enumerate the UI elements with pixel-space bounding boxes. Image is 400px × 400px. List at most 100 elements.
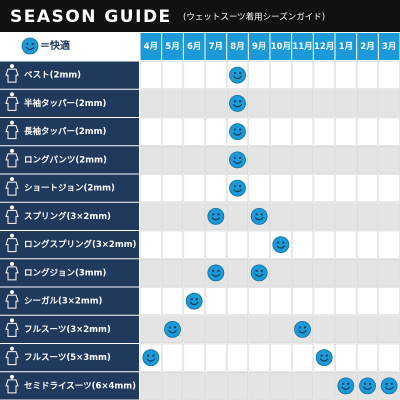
suit-head xyxy=(10,346,14,351)
month-cell xyxy=(270,202,292,231)
month-cell xyxy=(183,259,205,287)
comfort-icon xyxy=(164,320,181,338)
row-label-cell xyxy=(0,231,139,259)
face-circle xyxy=(229,123,246,141)
month-cell xyxy=(226,287,249,315)
face-smile xyxy=(211,273,221,277)
face-circle xyxy=(185,292,203,310)
month-cell xyxy=(183,117,205,146)
face-eye xyxy=(390,382,393,385)
face-smile xyxy=(189,301,199,306)
suit-icon xyxy=(5,374,19,394)
month-cell xyxy=(140,315,162,344)
row-label: フルスーツ(3×2mm) xyxy=(24,325,111,335)
face-eye xyxy=(255,213,258,216)
face-eye xyxy=(147,354,150,357)
suit-icon xyxy=(5,177,19,196)
comfort-icon xyxy=(250,264,268,282)
month-header: 2月 xyxy=(360,42,374,52)
suit-body xyxy=(5,322,19,337)
face-eye xyxy=(255,269,258,272)
month-cell xyxy=(226,315,249,344)
month-header-cell xyxy=(248,33,270,60)
month-cell xyxy=(270,343,292,372)
face-eye xyxy=(342,382,345,385)
face-eye xyxy=(217,213,220,216)
month-cell xyxy=(291,372,314,400)
face-eye xyxy=(347,382,350,385)
row-label: セミドライスーツ(6×4mm) xyxy=(24,381,136,391)
suit-body xyxy=(5,153,19,168)
face-circle xyxy=(229,94,246,112)
row-label-cell xyxy=(0,89,139,117)
face-smile xyxy=(233,103,242,108)
month-cell xyxy=(161,89,184,118)
month-header: 10月 xyxy=(271,42,291,52)
suit-icon xyxy=(5,64,19,83)
month-cell xyxy=(335,287,357,315)
face-circle xyxy=(229,66,246,84)
face-eye xyxy=(233,156,236,159)
face-eye xyxy=(298,326,301,329)
face-circle xyxy=(164,320,181,338)
month-cell xyxy=(356,89,379,118)
month-cell xyxy=(205,230,227,259)
face-eye xyxy=(239,100,242,103)
month-cell xyxy=(183,174,205,202)
suit-body xyxy=(5,96,19,111)
row-label-cell xyxy=(0,344,139,372)
face-eye xyxy=(233,100,236,103)
month-cell xyxy=(140,259,162,287)
month-cell xyxy=(226,372,249,400)
month-header: 5月 xyxy=(165,42,179,52)
month-cell xyxy=(270,259,292,287)
month-cell xyxy=(226,230,249,259)
month-cell xyxy=(313,315,335,344)
month-cell xyxy=(270,146,292,174)
month-cell xyxy=(378,89,400,118)
subtitle: (ウェットスーツ着用シーズンガイド) xyxy=(183,12,325,23)
row-label-cell xyxy=(0,202,139,230)
month-cell xyxy=(226,343,249,372)
comfort-icon xyxy=(229,66,246,84)
month-cell xyxy=(356,259,379,287)
face-circle xyxy=(359,377,376,395)
face-smile xyxy=(233,132,242,136)
row-label-cell xyxy=(0,174,139,202)
month-cell xyxy=(356,230,379,259)
month-cell xyxy=(270,287,292,315)
month-header-cell xyxy=(162,33,183,60)
month-cell xyxy=(161,259,184,287)
month-cell xyxy=(313,202,335,231)
month-cell xyxy=(140,372,162,400)
month-cell xyxy=(248,343,270,372)
face-smile xyxy=(233,188,242,193)
face-smile xyxy=(276,245,286,249)
month-cell xyxy=(356,343,379,372)
month-header: 8月 xyxy=(230,42,244,52)
comfort-icon xyxy=(337,377,355,395)
face-eye xyxy=(320,354,323,357)
comfort-icon xyxy=(229,179,246,197)
month-cell xyxy=(248,61,270,89)
face-eye xyxy=(239,185,242,188)
row-label-cell xyxy=(0,61,139,89)
comfort-icon xyxy=(272,236,290,254)
month-cell xyxy=(205,315,227,344)
month-cell xyxy=(378,146,400,174)
face-circle xyxy=(229,151,246,169)
face-eye xyxy=(195,298,198,301)
suit-head xyxy=(10,374,14,379)
month-cell xyxy=(356,61,379,89)
row-label: スプリング(3×2mm) xyxy=(24,211,111,222)
month-cell xyxy=(313,287,335,315)
suit-icon xyxy=(5,205,19,224)
face-smile xyxy=(211,216,221,221)
month-cell xyxy=(248,315,270,344)
comfort-icon xyxy=(380,377,398,395)
month-cell xyxy=(378,259,400,287)
face-eye xyxy=(174,326,177,329)
month-cell xyxy=(140,89,162,118)
row-label-cell xyxy=(0,118,139,146)
